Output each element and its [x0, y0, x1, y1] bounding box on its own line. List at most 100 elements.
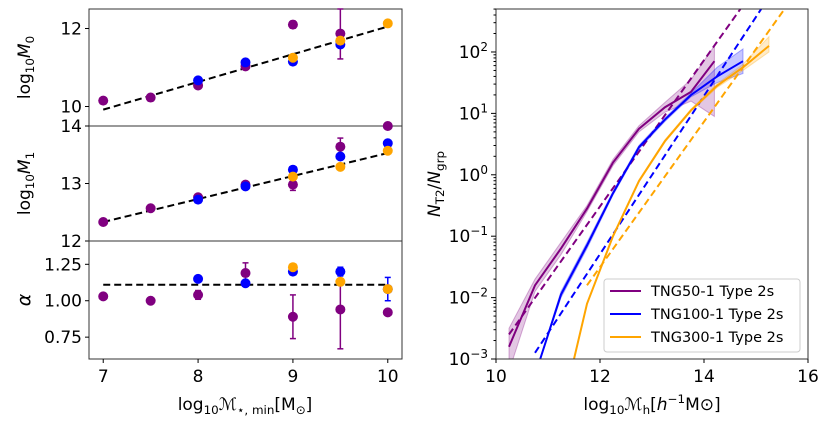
y-tick-label: 101: [459, 101, 488, 124]
y-tick-base: 10: [459, 104, 481, 124]
point-TNG50: [382, 307, 393, 318]
x-axis-label-part: h: [657, 395, 668, 415]
y-tick-label: 13: [60, 175, 82, 195]
point-TNG300: [287, 262, 298, 273]
point-TNG100: [382, 138, 393, 149]
x-axis-label-part: ⊙: [700, 395, 714, 415]
y-axis-label: α: [13, 293, 35, 306]
point-TNG100: [240, 278, 251, 289]
point-TNG50: [287, 179, 298, 190]
line-TNG100: [539, 60, 744, 359]
point-TNG50: [98, 217, 109, 228]
x-axis-label-part: ℳ: [219, 395, 237, 415]
panel-M0: 10 12: [60, 8, 403, 127]
point-TNG100: [240, 181, 251, 192]
point-TNG100: [335, 151, 346, 162]
x-axis-label-part: ℳ: [624, 395, 642, 415]
point-TNG300: [335, 276, 346, 287]
band-TNG50: [508, 44, 715, 359]
y-axis-label: log10M1: [15, 152, 37, 215]
x-axis-label-part: ⋆, min: [237, 403, 274, 417]
y-tick-label: 1.00: [44, 292, 82, 312]
x-tick-label: 10: [377, 367, 399, 387]
y-axis-label-part: N: [425, 171, 445, 184]
x-tick-label: 10: [485, 367, 507, 387]
x-axis-label-part: 10: [609, 403, 624, 417]
point-TNG50: [287, 19, 298, 30]
point-TNG50: [335, 141, 346, 152]
y-tick-exponent: −2: [470, 286, 488, 300]
line-TNG300: [573, 45, 770, 359]
point-TNG50: [240, 268, 251, 279]
y-tick-base: 10: [459, 166, 481, 186]
panel-M1: 12 13 14: [60, 117, 403, 252]
point-TNG50: [193, 289, 204, 300]
point-TNG100: [193, 273, 204, 284]
y-tick-base: 10: [459, 43, 481, 63]
point-TNG50: [287, 311, 298, 322]
x-tick-label: 12: [589, 367, 611, 387]
y-tick-label: 14: [60, 117, 82, 137]
y-axis-label-part: log: [15, 189, 35, 215]
legend: TNG50-1 Type 2s TNG100-1 Type 2s TNG300-1 …: [603, 278, 801, 353]
y-tick-label: 102: [459, 40, 488, 63]
x-axis-label-part: ]: [714, 395, 721, 415]
y-axis-label: NT2/Ngrp: [425, 151, 447, 217]
y-tick-label: 10−3: [449, 347, 488, 370]
y-axis-label-part: M: [15, 43, 35, 58]
point-TNG100: [193, 75, 204, 86]
y-axis-label-part: grp: [433, 151, 447, 171]
y-axis-label-part: T2: [433, 189, 447, 205]
y-tick-label: 10: [60, 98, 82, 118]
point-TNG50: [145, 203, 156, 214]
x-tick-label: 8: [193, 367, 204, 387]
point-TNG300: [287, 52, 298, 63]
y-axis-label-part: log: [15, 73, 35, 99]
x-tick-label: 7: [98, 367, 109, 387]
legend-label: TNG50-1 Type 2s: [650, 284, 774, 300]
point-TNG300: [382, 284, 393, 295]
y-tick-base: 10: [449, 350, 471, 370]
point-TNG50: [335, 28, 346, 39]
plot-area: [508, 9, 786, 359]
legend-box: [603, 278, 801, 353]
point-TNG300: [335, 35, 346, 46]
y-tick-label: 0.75: [44, 328, 82, 348]
y-axis-label-part: N: [425, 204, 445, 217]
axes-frame: [88, 240, 403, 360]
fit-line-TNG100: [534, 9, 763, 354]
y-tick-exponent: 1: [480, 101, 488, 115]
y-tick-label: 12: [60, 20, 82, 40]
x-axis-label: log10ℳh[h−1M⊙]: [583, 392, 720, 417]
point-TNG50: [145, 295, 156, 306]
x-axis-label: log10ℳ⋆, min[M⊙]: [178, 395, 313, 417]
x-tick-label: 9: [288, 367, 299, 387]
y-tick-label: 1.25: [44, 255, 82, 275]
y-axis-label-part: M: [15, 159, 35, 174]
y-axis-label-part: 10: [23, 58, 37, 73]
y-axis-label-part: /: [425, 183, 445, 189]
x-axis-label-part: M: [685, 395, 700, 415]
y-tick-label: 12: [60, 232, 82, 252]
y-tick-label: 10−1: [449, 224, 488, 247]
point-TNG50: [98, 291, 109, 302]
legend-label: TNG100-1 Type 2s: [650, 307, 783, 323]
point-TNG50: [98, 95, 109, 106]
x-axis-label-part: ⊙: [296, 403, 306, 417]
y-axis-label-part: 10: [23, 174, 37, 189]
y-axis-label: log10M0: [15, 36, 37, 99]
fit-line-TNG300: [586, 9, 786, 286]
x-tick-label: 14: [693, 367, 715, 387]
point-TNG100: [240, 57, 251, 68]
point-TNG300: [382, 145, 393, 156]
y-tick-exponent: 0: [480, 163, 488, 177]
point-TNG300: [287, 171, 298, 182]
point-TNG100: [335, 266, 346, 277]
y-tick-exponent: −3: [470, 347, 488, 361]
y-axis-label-part: 1: [23, 152, 37, 160]
x-axis-label-part: log: [178, 395, 204, 415]
y-tick-exponent: −1: [470, 224, 488, 238]
